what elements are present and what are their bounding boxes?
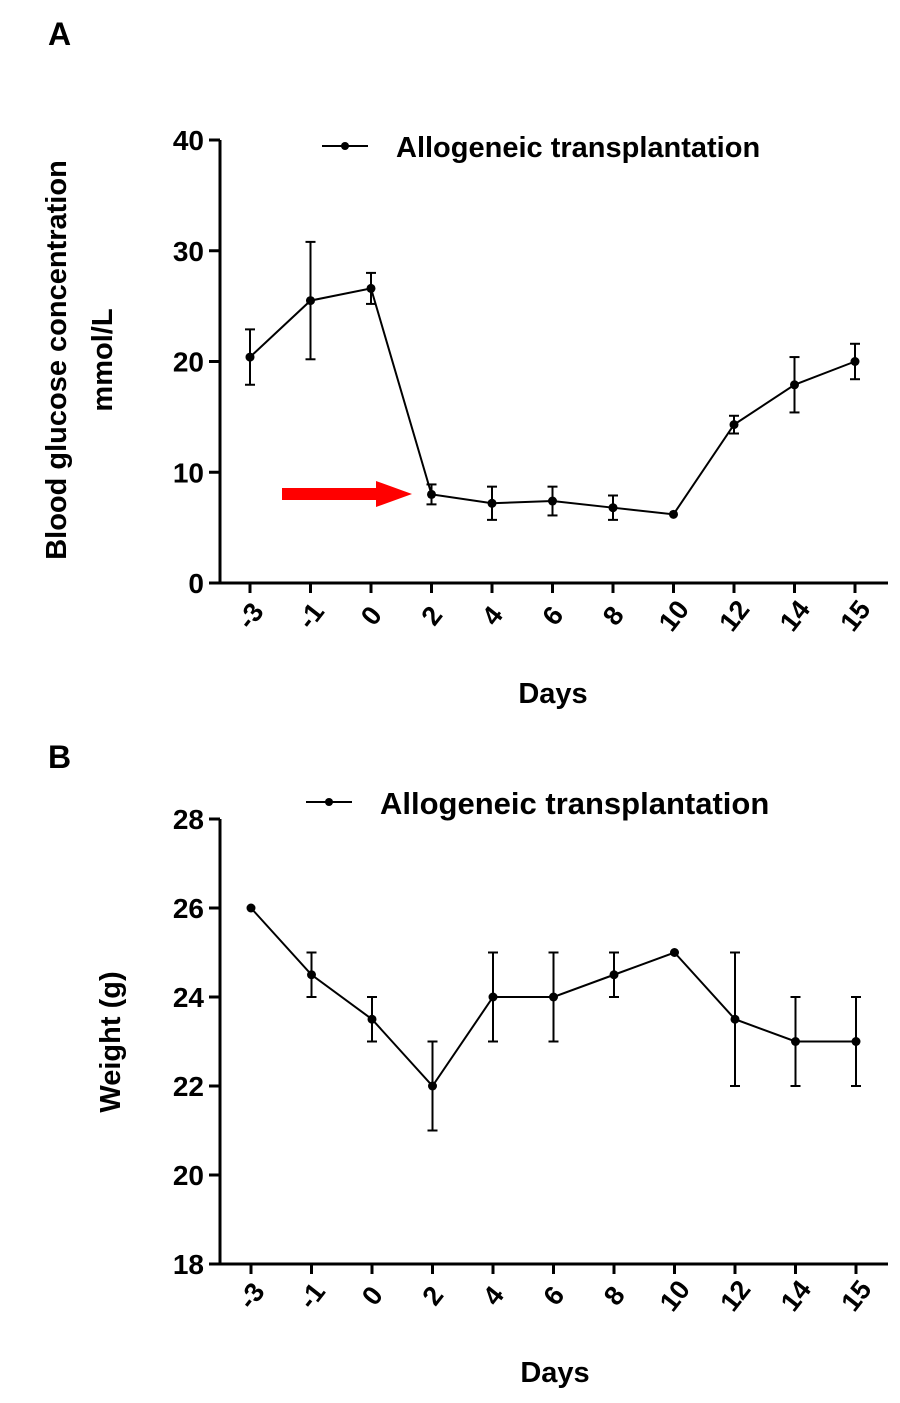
panel-b-x-tick-label: 6 — [537, 1281, 570, 1311]
panel-b-y-tick-label: 22 — [173, 1071, 204, 1102]
panel-b-y-tick-label: 28 — [173, 804, 204, 835]
panel-b-data-point — [307, 970, 316, 980]
panel-a-x-tick-label: 8 — [597, 601, 630, 631]
panel-a-data-point — [487, 498, 497, 508]
panel-a-x-tick-label: 0 — [355, 601, 388, 631]
panel-a-arrow-shaft — [282, 488, 380, 500]
panel-a-xlabel: Days — [518, 678, 587, 710]
panel-b-data-point — [791, 1037, 800, 1046]
panel-b-x-tick-label: 8 — [598, 1281, 631, 1311]
panel-a-x-tick-label: 6 — [536, 601, 569, 631]
panel-a-data-point — [548, 496, 557, 506]
panel-a-legend-label: Allogeneic transplantation — [396, 132, 760, 164]
panel-a-x-tick-label: 15 — [834, 595, 876, 637]
panel-a-y-tick-label: 30 — [173, 236, 204, 267]
panel-b-ylabel: Weight (g) — [95, 971, 127, 1112]
panel-b-data-point — [549, 992, 558, 1002]
panel-a-data-point — [729, 420, 739, 430]
panel-b-data-point — [670, 948, 679, 957]
panel-a-x-tick-label: 10 — [653, 595, 695, 637]
panel-b-x-tick-label: 0 — [356, 1281, 389, 1311]
panel-a-x-tick-label: 14 — [774, 595, 816, 637]
panel-a-data-point — [669, 509, 678, 519]
panel-b-data-point — [488, 992, 498, 1002]
panel-a-data-point — [245, 352, 255, 362]
panel-a-y-tick-label: 0 — [188, 568, 204, 599]
panel-a-data-point — [366, 283, 376, 293]
panel-b-x-tick-label: -3 — [232, 1277, 270, 1314]
panel-b-label: B — [48, 739, 71, 775]
panel-a-data-point — [850, 357, 860, 366]
panel-a-arrow-head — [376, 481, 412, 507]
panel-a-y-tick-label: 20 — [173, 347, 204, 378]
panel-b-x-tick-label: 2 — [416, 1281, 449, 1311]
panel-a-x-tick-label: -1 — [292, 597, 330, 634]
panel-b-y-tick-label: 26 — [173, 893, 204, 924]
panel-a-arrow — [282, 481, 412, 507]
panel-a-data-point — [608, 503, 618, 513]
panel-a: A Blood glucose concentration mmol/L Day… — [41, 16, 888, 710]
panel-b-data-point — [428, 1081, 437, 1091]
panel-b: B Weight (g) Days Allogeneic transplanta… — [48, 739, 888, 1389]
panel-b-xlabel: Days — [520, 1357, 589, 1389]
panel-b-x-tick-label: 15 — [835, 1275, 877, 1317]
panel-a-ylabel-unit: mmol/L — [87, 308, 119, 411]
panel-a-series-line — [249, 287, 856, 516]
panel-a-x-tick-label: 4 — [476, 601, 509, 631]
panel-b-data-point — [367, 1014, 377, 1024]
panel-a-data-point — [790, 380, 799, 390]
panel-a-y-tick-label: 40 — [173, 125, 204, 156]
panel-a-data-point — [427, 489, 436, 499]
panel-b-y-tick-label: 24 — [173, 982, 205, 1013]
panel-a-data-point — [306, 296, 315, 306]
panel-a-x-tick-label: -3 — [231, 597, 269, 634]
panel-b-legend: Allogeneic transplantation — [306, 786, 769, 821]
panel-b-x-tick-label: 4 — [477, 1281, 510, 1311]
panel-b-legend-label: Allogeneic transplantation — [380, 786, 769, 821]
panel-b-x-tick-label: 10 — [654, 1275, 696, 1317]
panel-b-data-point — [609, 970, 619, 980]
panel-b-legend-marker — [325, 798, 333, 806]
panel-a-x-tick-label: 2 — [415, 601, 448, 631]
panel-b-x-tick-label: 14 — [775, 1275, 817, 1317]
panel-b-data-point — [730, 1014, 740, 1024]
panel-b-y-tick-label: 18 — [173, 1249, 204, 1280]
panel-a-label: A — [48, 16, 71, 52]
panel-b-data-point — [246, 903, 256, 913]
panel-b-x-tick-label: -1 — [293, 1277, 331, 1314]
panel-b-x-tick-label: 12 — [714, 1275, 756, 1317]
panel-a-legend-marker — [341, 142, 349, 150]
panel-a-x-tick-label: 12 — [713, 595, 755, 637]
panel-b-data-point — [851, 1037, 861, 1046]
panel-a-y-tick-label: 10 — [173, 457, 204, 488]
panel-a-ylabel: Blood glucose concentration — [41, 160, 73, 560]
panel-b-y-tick-label: 20 — [173, 1160, 204, 1191]
panel-a-legend: Allogeneic transplantation — [322, 132, 760, 164]
